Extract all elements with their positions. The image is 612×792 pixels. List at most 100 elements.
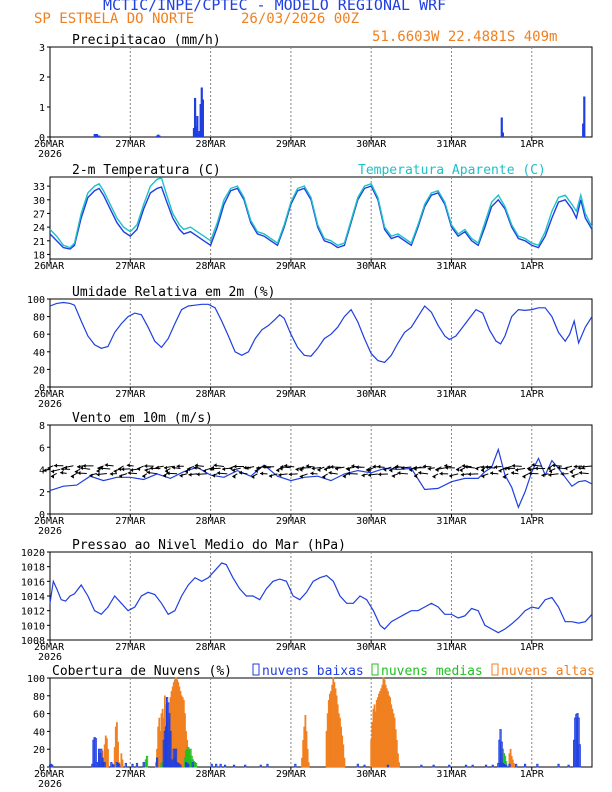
wind-vector-head (377, 464, 381, 469)
wind-vector-head (323, 467, 327, 472)
wind-vector-head (322, 475, 326, 480)
cloud-legend-mid-label: nuvens medias (381, 664, 483, 679)
wind-vector-head (480, 468, 484, 473)
wind-vector-head (77, 464, 81, 469)
cloud-low-bar (179, 764, 182, 768)
rh-x-tick-label: 30MAR (356, 389, 387, 400)
wind-vector-head (367, 468, 371, 473)
cloud-low-bar (118, 763, 121, 768)
wind-vector-head (196, 472, 200, 477)
wind-vector-head (188, 472, 192, 477)
wind-vector-head (284, 463, 288, 468)
rh-x-tick-label: 29MAR (276, 389, 307, 400)
wind-vector-head (577, 466, 581, 471)
cloud-low-bar (169, 730, 172, 768)
wind-vector-head (460, 472, 464, 477)
cloud-low-bar (491, 764, 494, 768)
clouds-x-tick-label: 1APR (520, 769, 545, 780)
cloud-low-bar (95, 762, 98, 768)
wind-vector-head (444, 465, 448, 470)
wind-x-tick-label: 26MAR (34, 516, 65, 527)
cloud-low-bar (266, 763, 269, 768)
precip-bar (98, 135, 101, 137)
wind-vector-head (401, 466, 405, 471)
wind-vector-head (378, 472, 382, 477)
cloud-high-bar (307, 762, 310, 768)
cloud-low-bar (51, 764, 54, 768)
temp-y-tick-label: 18 (33, 250, 45, 261)
cloud-low-bar (191, 762, 194, 768)
cloud-low-bar (356, 763, 359, 768)
wind-vector-head (254, 469, 258, 474)
wind-vector-head (243, 465, 247, 470)
cloud-low-bar (505, 764, 508, 768)
cloud-low-bar (386, 764, 390, 768)
wind-x-tick-label: 27MAR (115, 516, 146, 527)
wind-x-tick-label: 29MAR (276, 516, 307, 527)
rh-y-tick-label: 100 (27, 295, 45, 306)
cloud-low-bar (567, 764, 570, 768)
rh-x-tick-label: 26MAR (34, 389, 65, 400)
cloud-low-bar (112, 764, 115, 768)
wind-vector-head (202, 468, 206, 473)
wind-vector-head (464, 464, 468, 469)
cloud-legend-low-swatch (252, 663, 260, 676)
pressure-x-tick-label: 31MAR (436, 642, 467, 653)
wind-vector-head (467, 472, 471, 477)
pressure-x-tick-label: 27MAR (115, 642, 146, 653)
wind-series-0-line (49, 447, 593, 509)
wind-vector-head (515, 467, 519, 472)
clouds-title: Cobertura de Nuvens (%) (52, 664, 232, 679)
temp-x-tick-label: 30MAR (356, 261, 387, 272)
cloud-low-bar (577, 717, 580, 768)
temp-y-tick-label: 27 (33, 209, 45, 220)
temp-y-tick-label: 21 (33, 237, 45, 248)
pressure-x-tick-label: 28MAR (196, 642, 227, 653)
cloud-low-bar (500, 741, 503, 768)
precip-x-tick-label: 26MAR (34, 139, 65, 150)
header-location: 51.6603W 22.4881S 409m (372, 29, 558, 45)
precip-x-tick-label: 29MAR (276, 139, 307, 150)
cloud-low-bar (244, 764, 247, 768)
wind-vector-head (166, 471, 170, 476)
pressure-title: Pressao ao Nivel Medio do Mar (hPa) (72, 538, 346, 553)
temp-x-tick-label: 29MAR (276, 261, 307, 272)
wind-vector-head (456, 467, 460, 472)
wind-vector-head (209, 467, 213, 472)
cloud-low-bar (155, 757, 159, 768)
wind-vector-head (97, 466, 101, 471)
wind-vector-head (427, 466, 431, 471)
wind-vector-head (461, 463, 465, 468)
rh-title: Umidade Relativa em 2m (%) (72, 285, 276, 300)
wind-vector-head (109, 472, 113, 477)
cloud-high-bar (397, 753, 399, 768)
cloud-high-bar (121, 759, 124, 768)
wind-vector-head (372, 464, 376, 469)
wind-vector-head (126, 463, 130, 468)
wind-vector-head (475, 466, 479, 471)
wind-vector-head (82, 463, 86, 468)
precip-bar (96, 135, 100, 137)
wind-vector-head (346, 471, 350, 476)
wind-vector-head (328, 470, 332, 475)
wind-vector-head (77, 470, 81, 475)
rh-x-tick-label: 31MAR (436, 389, 467, 400)
cloud-low-bar (131, 763, 134, 768)
cloud-low-bar (484, 764, 488, 768)
precip-bar (582, 123, 585, 137)
wind-x-tick-year: 2026 (38, 526, 62, 537)
cloud-low-bar (432, 764, 435, 768)
rh-y-tick-label: 20 (33, 365, 45, 376)
wind-vector-head (245, 466, 249, 471)
clouds-x-tick-label: 28MAR (196, 769, 227, 780)
precip-bar (201, 99, 204, 137)
wind-vector-head (251, 475, 255, 480)
wind-title: Vento em 10m (m/s) (72, 411, 213, 426)
wind-vector-head (232, 474, 236, 479)
precip-bar (501, 132, 504, 137)
wind-vector-head (481, 474, 485, 479)
wind-vector-head (305, 464, 309, 469)
wind-vector-head (351, 464, 355, 469)
pressure-y-tick-label: 1016 (21, 577, 45, 588)
clouds-x-tick-label: 26MAR (34, 769, 65, 780)
